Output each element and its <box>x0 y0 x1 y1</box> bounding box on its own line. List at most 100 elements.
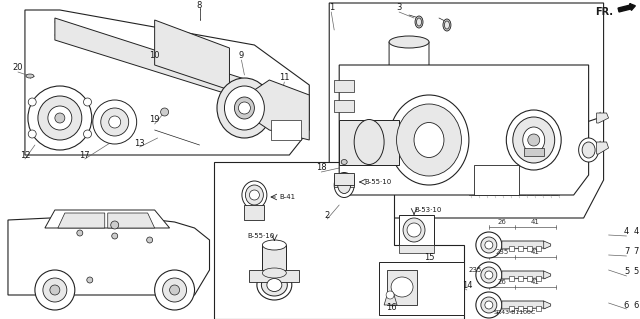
Bar <box>518 246 523 251</box>
Ellipse shape <box>389 36 429 48</box>
Polygon shape <box>339 65 589 195</box>
Ellipse shape <box>245 185 264 205</box>
Circle shape <box>481 267 497 283</box>
Circle shape <box>28 130 36 138</box>
Bar <box>334 173 354 185</box>
Circle shape <box>485 241 493 249</box>
Text: 6: 6 <box>634 300 639 309</box>
Text: 17: 17 <box>79 151 90 160</box>
Text: 41: 41 <box>531 219 539 225</box>
Ellipse shape <box>417 18 422 26</box>
Polygon shape <box>596 113 609 123</box>
Polygon shape <box>255 80 309 140</box>
Ellipse shape <box>391 277 413 297</box>
Text: 7: 7 <box>624 248 629 256</box>
Text: 5: 5 <box>624 268 629 277</box>
Circle shape <box>83 98 92 106</box>
Ellipse shape <box>523 127 545 153</box>
Bar <box>509 276 514 281</box>
Text: 20: 20 <box>13 63 23 72</box>
Bar <box>387 270 417 305</box>
Circle shape <box>155 270 195 310</box>
Polygon shape <box>389 42 429 75</box>
Ellipse shape <box>443 19 451 31</box>
Text: 16: 16 <box>386 303 396 313</box>
Ellipse shape <box>506 110 561 170</box>
Circle shape <box>77 230 83 236</box>
Polygon shape <box>329 3 604 218</box>
Circle shape <box>28 86 92 150</box>
Polygon shape <box>108 213 155 228</box>
Ellipse shape <box>341 160 347 165</box>
Ellipse shape <box>267 278 282 292</box>
Ellipse shape <box>389 95 469 185</box>
Circle shape <box>111 221 119 229</box>
Polygon shape <box>25 10 309 155</box>
Text: 41: 41 <box>531 279 539 285</box>
Text: 15: 15 <box>424 254 435 263</box>
Ellipse shape <box>261 274 287 296</box>
Text: B-41: B-41 <box>279 194 296 200</box>
Text: 10: 10 <box>149 50 160 60</box>
Polygon shape <box>596 142 609 154</box>
Text: B-53·10: B-53·10 <box>414 207 442 213</box>
Circle shape <box>38 96 82 140</box>
Text: 4: 4 <box>634 227 639 236</box>
Text: 5: 5 <box>634 268 639 277</box>
Text: 12: 12 <box>20 151 30 160</box>
Text: 7: 7 <box>634 248 639 256</box>
Bar <box>271 120 301 140</box>
Circle shape <box>28 98 36 106</box>
Text: 2: 2 <box>324 211 330 219</box>
Ellipse shape <box>234 97 255 119</box>
FancyArrow shape <box>618 4 636 12</box>
Polygon shape <box>8 218 209 295</box>
Text: 6: 6 <box>624 300 629 309</box>
Circle shape <box>485 271 493 279</box>
Text: FR.: FR. <box>596 7 614 17</box>
Ellipse shape <box>262 240 286 250</box>
Bar <box>536 276 541 281</box>
Text: 235: 235 <box>468 267 482 273</box>
Ellipse shape <box>242 181 267 209</box>
Bar <box>527 276 532 281</box>
Circle shape <box>43 278 67 302</box>
Ellipse shape <box>338 176 351 194</box>
Ellipse shape <box>579 138 598 162</box>
Text: B-55·10: B-55·10 <box>248 233 275 239</box>
Ellipse shape <box>513 117 555 163</box>
Polygon shape <box>334 175 354 187</box>
Ellipse shape <box>225 86 264 130</box>
Polygon shape <box>502 271 546 279</box>
Text: 235: 235 <box>495 249 508 255</box>
Ellipse shape <box>26 74 34 78</box>
Bar <box>250 270 300 282</box>
Ellipse shape <box>403 218 425 242</box>
Text: 41: 41 <box>531 249 539 255</box>
Ellipse shape <box>582 142 595 158</box>
Circle shape <box>35 270 75 310</box>
Ellipse shape <box>444 21 449 29</box>
Circle shape <box>481 237 497 253</box>
Circle shape <box>100 108 129 136</box>
Polygon shape <box>502 241 546 249</box>
Polygon shape <box>502 301 546 309</box>
Circle shape <box>83 130 92 138</box>
Bar <box>536 306 541 311</box>
Text: SR43-B1100C: SR43-B1100C <box>494 309 536 315</box>
Text: 3: 3 <box>396 4 402 12</box>
Circle shape <box>386 291 394 299</box>
Circle shape <box>109 116 121 128</box>
Bar <box>244 205 264 220</box>
Bar <box>536 246 541 251</box>
Bar <box>262 245 286 273</box>
Circle shape <box>476 262 502 288</box>
Ellipse shape <box>334 173 354 197</box>
Ellipse shape <box>217 78 272 138</box>
Polygon shape <box>384 295 397 305</box>
Ellipse shape <box>354 120 384 165</box>
Circle shape <box>87 277 93 283</box>
Text: 9: 9 <box>239 51 244 61</box>
Polygon shape <box>55 18 294 115</box>
Text: 26: 26 <box>497 219 506 225</box>
